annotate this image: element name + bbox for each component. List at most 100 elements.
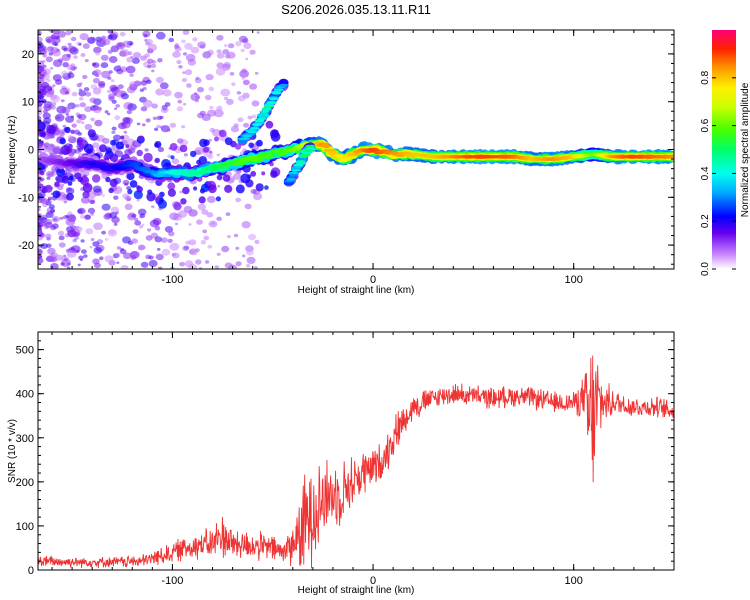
- spectrogram-noise-blob: [151, 69, 155, 73]
- spectrogram-noise-blob: [121, 120, 131, 129]
- spectrogram-noise-blob: [203, 235, 210, 241]
- colorbar: 0.0 0.2 0.4 0.6 0.8 Normalized spectral ampl…: [700, 30, 750, 276]
- spectrogram-noise-blob: [38, 65, 41, 68]
- spectrogram-noise-blob: [170, 155, 175, 160]
- spectrogram-noise-blob: [156, 248, 161, 251]
- spectrogram-noise-blob: [201, 113, 211, 121]
- spectrogram-noise-blob: [158, 266, 163, 269]
- spectrogram-noise-blob: [111, 130, 116, 134]
- spectrogram-noise-blob: [71, 123, 77, 128]
- spectrogram-noise-blob: [125, 144, 130, 149]
- spectrogram-noise-blob: [46, 170, 54, 178]
- spectrogram-noise-blob: [171, 158, 180, 165]
- spectrogram-noise-blob: [216, 174, 223, 181]
- spectrogram-noise-blob: [154, 157, 160, 164]
- snr-x-tick-label: 0: [370, 575, 376, 587]
- spectrogram-noise-blob: [244, 203, 252, 210]
- spectrogram-noise-blob: [213, 109, 224, 118]
- spectrogram-noise-blob: [185, 53, 196, 62]
- spectrogram-noise-blob: [237, 95, 246, 102]
- spectrogram-noise-blob: [59, 87, 69, 95]
- spectrogram-noise-blob: [248, 142, 254, 148]
- spectrogram-noise-blob: [253, 266, 258, 269]
- spectrogram-noise-blob: [208, 220, 218, 228]
- spectrogram-noise-blob: [55, 177, 60, 181]
- spectrogram-noise-blob: [243, 42, 252, 50]
- spectrogram-noise-blob: [250, 170, 257, 177]
- spectrogram-noise-blob: [245, 57, 249, 61]
- spectrogram-noise-blob: [97, 37, 106, 45]
- spectrogram-noise-blob: [129, 144, 137, 150]
- spectrogram-noise-blob: [182, 71, 186, 74]
- spectrogram-branch-blob: [266, 101, 277, 105]
- spectrogram-noise-blob: [43, 102, 50, 108]
- spectrogram-branch-blob: [303, 149, 313, 152]
- spectrogram-branch-blob: [295, 160, 306, 164]
- spectrogram-branch-blob: [247, 130, 258, 134]
- spectrogram-noise-blob: [92, 106, 102, 114]
- spectrogram-branch-blob: [273, 88, 284, 92]
- spectrogram-ridge-blob: [253, 156, 264, 162]
- spectrogram-branch-blob: [264, 104, 275, 108]
- spectrogram-noise-blob: [68, 105, 72, 109]
- spectrogram-noise-blob: [124, 195, 132, 202]
- spectrogram-noise-blob: [174, 91, 183, 99]
- spectrogram-noise-blob: [126, 67, 131, 71]
- spectrogram-noise-blob: [59, 216, 64, 220]
- spectrogram-noise-blob: [155, 253, 164, 261]
- spectrogram-noise-blob: [207, 244, 213, 249]
- spectrogram-noise-blob: [160, 106, 169, 114]
- spectrogram-noise-blob: [224, 44, 228, 47]
- spectrogram-noise-blob: [92, 185, 102, 193]
- spectrogram-noise-blob: [107, 30, 113, 34]
- spectrogram-noise-blob: [241, 221, 251, 229]
- spectrogram-y-tick-label: -10: [18, 192, 34, 204]
- spectrogram-branch-blob: [249, 127, 260, 130]
- spectrogram-noise-blob: [202, 229, 208, 234]
- spectrogram-noise-blob: [72, 238, 77, 243]
- colorbar-tick-label: 0.0: [700, 262, 711, 276]
- spectrogram-noise-blob: [198, 196, 206, 204]
- spectrogram-noise-blob: [169, 242, 180, 251]
- spectrogram-noise-blob: [194, 77, 202, 84]
- spectrogram-noise-blob: [40, 131, 46, 138]
- spectrogram-branch-blob: [288, 171, 299, 174]
- spectrogram-noise-blob: [79, 102, 87, 108]
- spectrogram-noise-blob: [61, 45, 68, 51]
- spectrogram-noise-blob: [117, 84, 124, 90]
- spectrogram-noise-blob: [242, 79, 250, 86]
- spectrogram-noise-blob: [82, 74, 88, 80]
- spectrogram-noise-blob: [129, 251, 138, 258]
- spectrogram-noise-blob: [93, 247, 103, 254]
- spectrogram-noise-blob: [140, 106, 148, 112]
- spectrogram-noise-blob: [86, 190, 97, 199]
- spectrogram-noise-blob: [197, 86, 204, 93]
- spectrogram-noise-blob: [133, 190, 143, 200]
- spectrogram-noise-blob: [139, 225, 143, 229]
- spectrogram-branch-blob: [242, 134, 253, 138]
- spectrogram-noise-blob: [100, 54, 109, 61]
- spectrogram-noise-blob: [52, 30, 60, 35]
- spectrogram-noise-blob: [123, 252, 132, 260]
- spectrogram-noise-blob: [200, 183, 210, 193]
- spectrogram-noise-blob: [162, 89, 172, 97]
- spectrogram-noise-blob: [151, 103, 158, 109]
- spectrogram-noise-blob: [161, 248, 171, 256]
- spectrogram-ridge-blob: [198, 169, 209, 174]
- spectrogram-noise-blob: [50, 94, 60, 103]
- snr-panel: -100 0 100 0 100 200 300 400 500 Height of stra…: [7, 331, 675, 596]
- spectrogram-noise-blob: [235, 246, 240, 250]
- spectrogram-noise-blob: [52, 190, 61, 199]
- spectrogram-noise-blob: [124, 203, 133, 210]
- spectrogram-noise-blob: [176, 59, 182, 65]
- spectrogram-noise-blob: [145, 254, 152, 260]
- spectrogram-noise-blob: [154, 141, 162, 148]
- spectrogram-noise-blob: [48, 52, 53, 56]
- spectrogram-noise-blob: [77, 263, 81, 267]
- spectrogram-noise-blob: [154, 236, 163, 243]
- spectrogram-noise-blob: [216, 52, 225, 59]
- spectrogram-noise-blob: [85, 91, 92, 97]
- spectrogram-noise-blob: [66, 187, 75, 195]
- spectrogram-noise-blob: [76, 114, 82, 119]
- spectrogram-noise-blob: [180, 198, 187, 205]
